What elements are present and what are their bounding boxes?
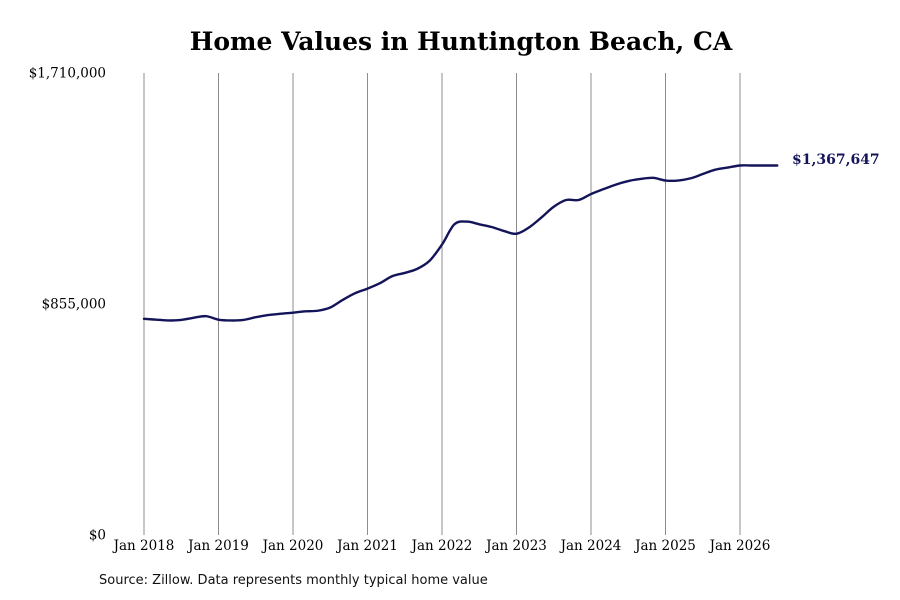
x-tick-label-1: Jan 2019 bbox=[186, 538, 249, 554]
x-tick-label-5: Jan 2023 bbox=[484, 538, 547, 554]
x-tick-label-7: Jan 2025 bbox=[633, 538, 696, 554]
x-axis-tick-labels: Jan 2018 Jan 2019 Jan 2020 Jan 2021 Jan 2022… bbox=[112, 538, 771, 554]
x-tick-label-0: Jan 2018 bbox=[112, 538, 175, 554]
series-layer bbox=[142, 164, 779, 322]
x-tick-label-4: Jan 2022 bbox=[410, 538, 473, 554]
end-value-label: $1,367,647 bbox=[792, 152, 880, 168]
x-tick-label-3: Jan 2021 bbox=[335, 538, 398, 554]
x-tick-label-6: Jan 2024 bbox=[559, 538, 622, 554]
y-axis-tick-labels: $0 $855,000 $1,710,000 bbox=[29, 66, 106, 544]
series-line-0 bbox=[142, 164, 779, 322]
source-note: Source: Zillow. Data represents monthly … bbox=[99, 573, 488, 588]
x-tick-label-2: Jan 2020 bbox=[261, 538, 324, 554]
y-tick-label-1: $855,000 bbox=[42, 297, 106, 313]
y-tick-label-2: $1,710,000 bbox=[29, 66, 106, 82]
vertical-gridlines bbox=[143, 73, 741, 535]
y-tick-label-0: $0 bbox=[89, 528, 106, 544]
x-tick-label-8: Jan 2026 bbox=[708, 538, 771, 554]
chart-title: Home Values in Huntington Beach, CA bbox=[190, 27, 733, 56]
